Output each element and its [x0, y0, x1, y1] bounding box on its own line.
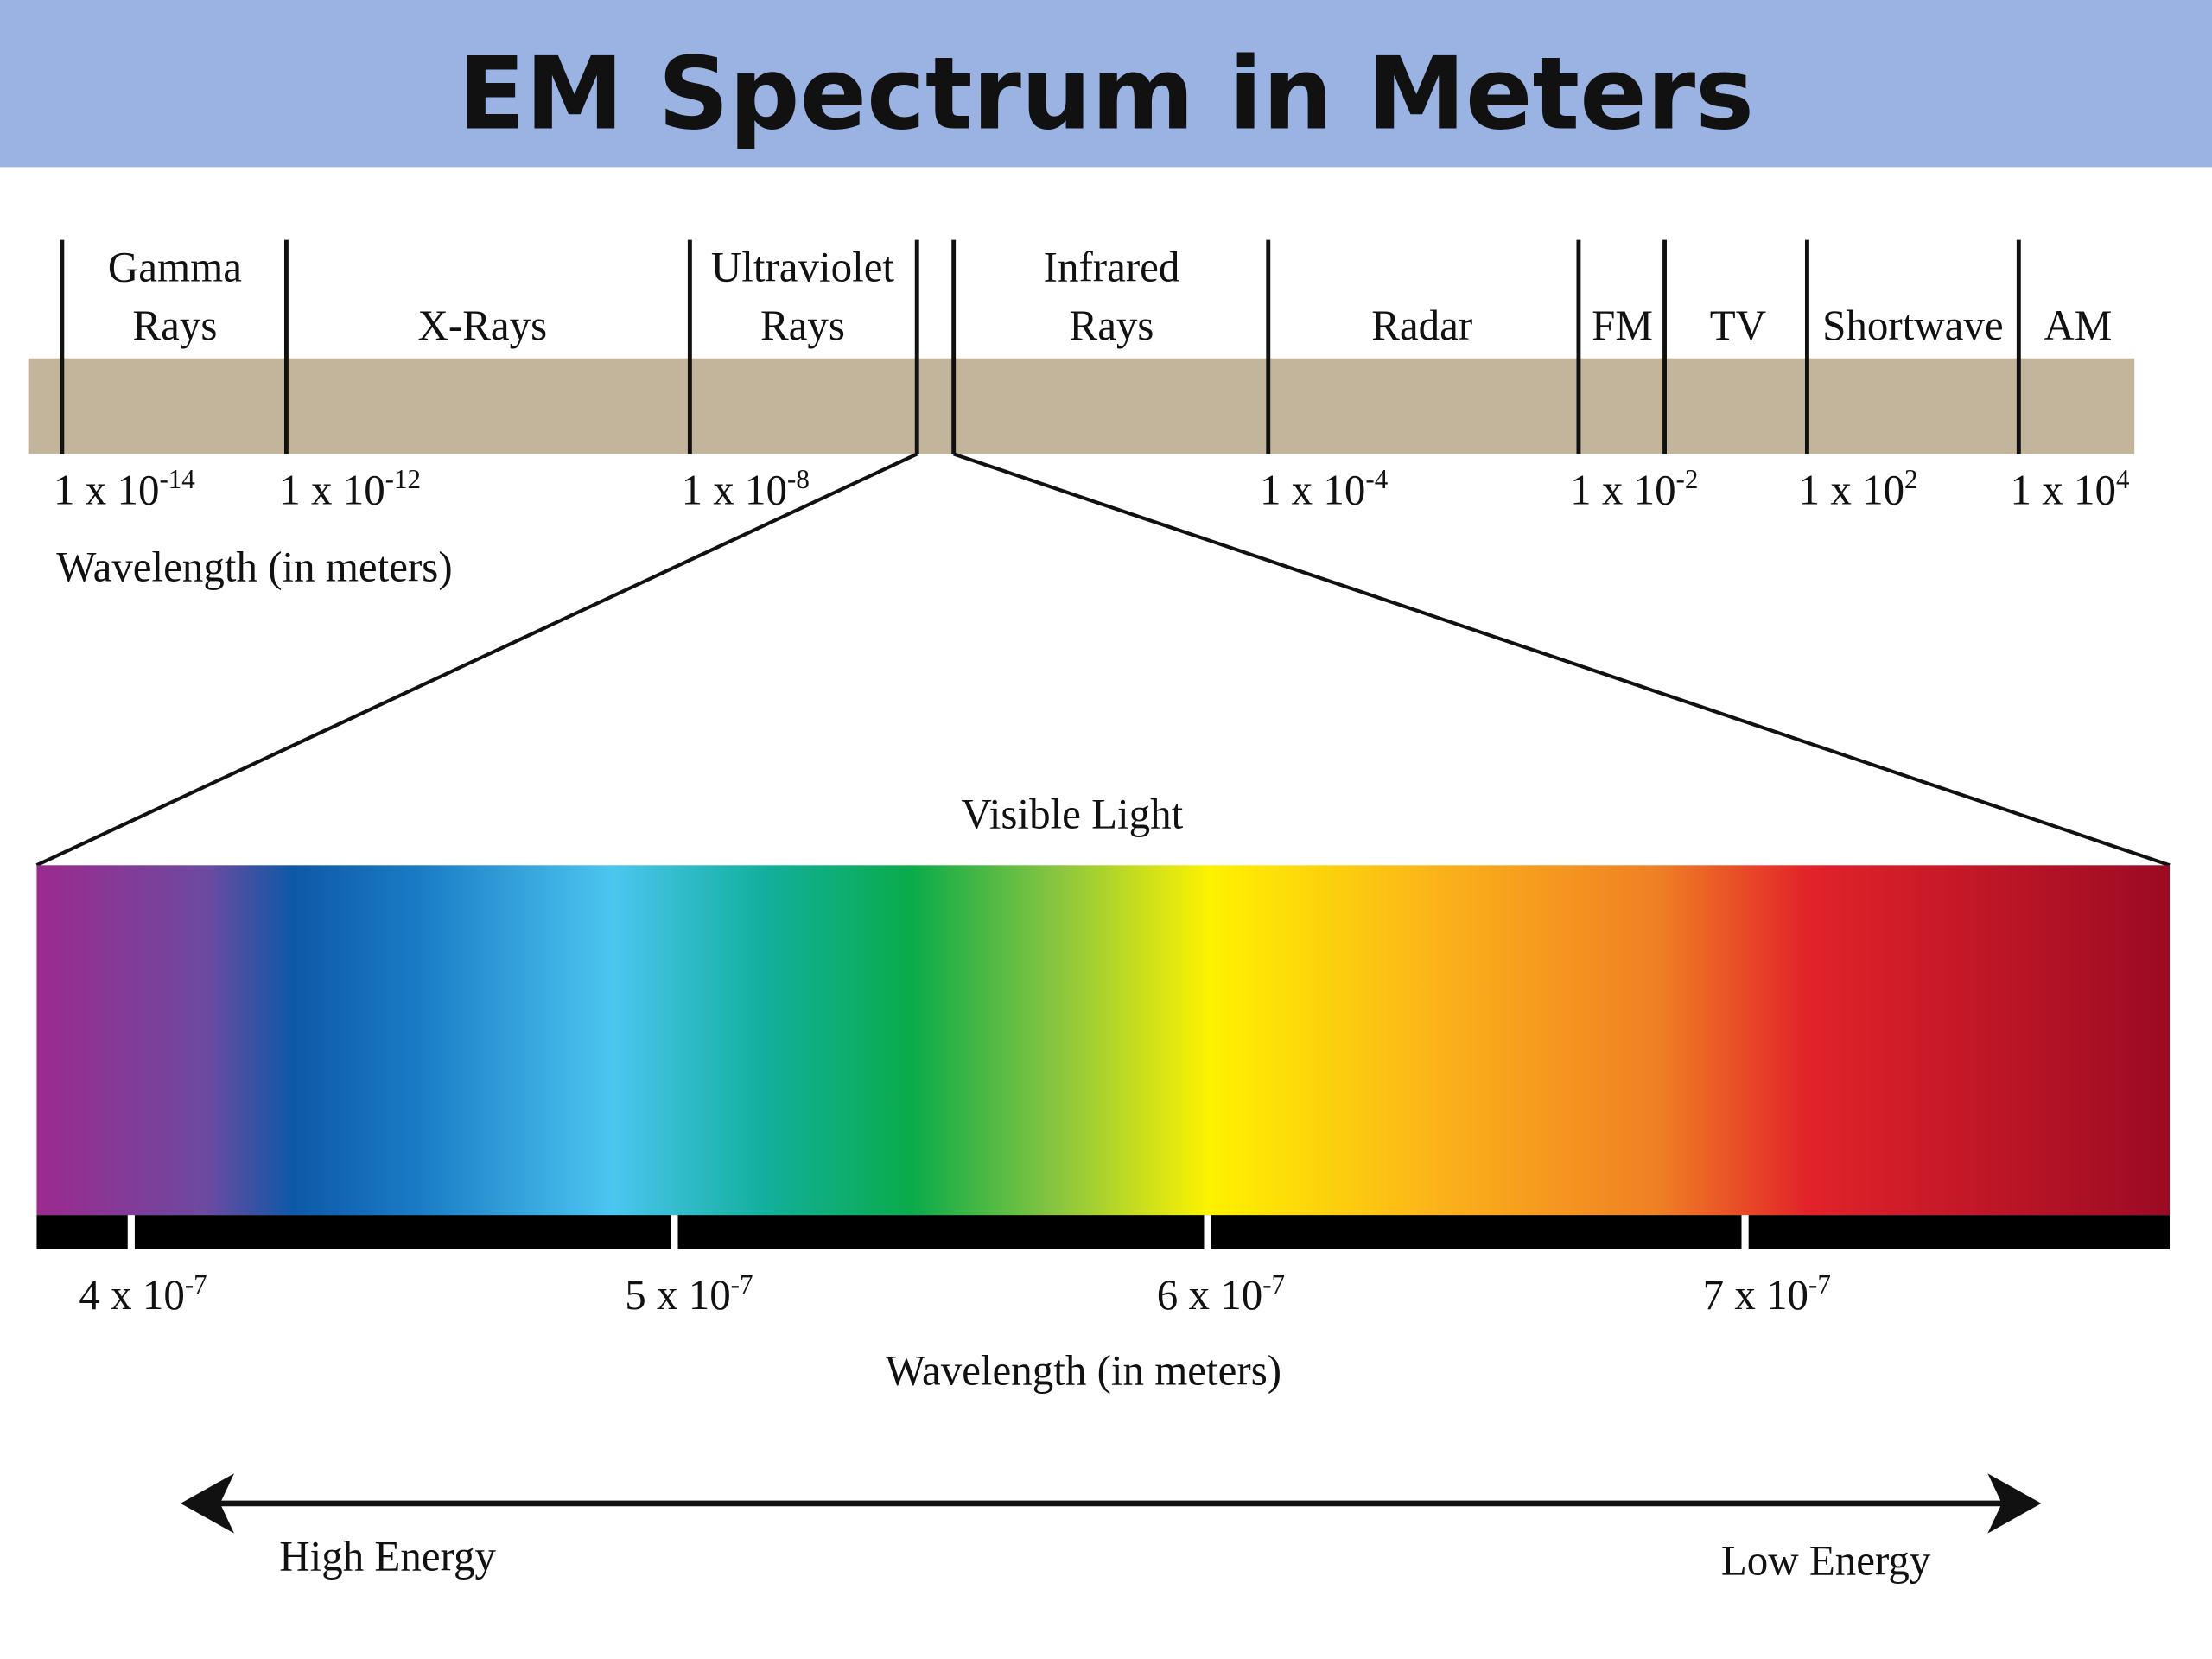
band-label: Ultraviolet [711, 243, 894, 290]
visible-axis [36, 1215, 2171, 1249]
zoom-lines [35, 452, 2171, 868]
band-label: Rays [132, 302, 217, 349]
tick-base: 1 x 10 [682, 466, 787, 513]
energy-arrow [180, 1473, 2042, 1534]
tick-exponent: -7 [1262, 1269, 1285, 1300]
tick-exponent: -7 [731, 1269, 753, 1300]
tick-base: 1 x 10 [2011, 466, 2116, 513]
tick-exponent: -12 [385, 464, 421, 494]
band-label: Gamma [108, 243, 242, 290]
tick-base: 4 x 10 [79, 1271, 184, 1319]
header-band [0, 0, 2212, 168]
spectrum-bar [28, 358, 2135, 454]
band-label: Radar [1371, 302, 1472, 349]
band-label: Rays [760, 302, 845, 349]
band-label: FM [1592, 302, 1653, 349]
spectrum-tick-label: 1 x 102 [1799, 464, 1918, 513]
band-label: AM [2044, 302, 2112, 349]
visible-tick-label: 6 x 10-7 [1157, 1269, 1285, 1319]
band-label: TV [1710, 302, 1767, 349]
spectrum-tick-label: 1 x 10-2 [1570, 464, 1698, 513]
tick-exponent: -7 [185, 1269, 207, 1300]
tick-exponent: 2 [1904, 464, 1918, 494]
tick-exponent: -7 [1808, 1269, 1831, 1300]
title: EM Spectrum in Meters [458, 36, 1754, 153]
spectrum-tick-label: 1 x 10-12 [279, 464, 421, 513]
tick-exponent: -14 [159, 464, 195, 494]
tick-base: 5 x 10 [625, 1271, 730, 1319]
tick-base: 1 x 10 [1260, 466, 1365, 513]
tick-base: 6 x 10 [1157, 1271, 1262, 1319]
tick-exponent: -4 [1365, 464, 1388, 494]
tick-base: 1 x 10 [54, 466, 159, 513]
band-label: Shortwave [1822, 302, 2003, 349]
band-label: Infrared [1044, 243, 1180, 290]
tick-base: 1 x 10 [1799, 466, 1904, 513]
spectrum-tick-label: 1 x 10-8 [682, 464, 810, 513]
visible-tick-label: 7 x 10-7 [1703, 1269, 1831, 1319]
spectrum-tick-label: 1 x 10-14 [54, 464, 195, 513]
low-energy-label: Low Energy [1721, 1536, 1931, 1584]
spectrum-tick-label: 1 x 104 [2011, 464, 2130, 513]
visible-title: Visible Light [961, 790, 1183, 837]
visible-tick-label: 4 x 10-7 [79, 1269, 207, 1319]
tick-base: 1 x 10 [279, 466, 385, 513]
band-dividers [60, 239, 2021, 454]
visible-tick-label: 5 x 10-7 [625, 1269, 753, 1319]
visible-gradient [36, 865, 2171, 1216]
tick-base: 7 x 10 [1703, 1271, 1808, 1319]
band-label: X-Rays [418, 302, 548, 349]
tick-exponent: -2 [1676, 464, 1699, 494]
tick-base: 1 x 10 [1570, 466, 1675, 513]
spectrum-tick-label: 1 x 10-4 [1260, 464, 1389, 513]
tick-exponent: -8 [787, 464, 810, 494]
band-label: Rays [1070, 302, 1154, 349]
high-energy-label: High Energy [279, 1532, 496, 1580]
axis-label: Wavelength (in meters) [56, 543, 452, 590]
tick-exponent: 4 [2116, 464, 2130, 494]
visible-tick-marks [127, 1215, 1749, 1257]
visible-axis-label: Wavelength (in meters) [886, 1346, 1281, 1394]
